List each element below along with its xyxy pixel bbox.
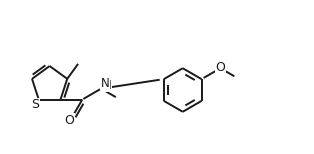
Text: O: O bbox=[64, 114, 74, 127]
Text: O: O bbox=[215, 61, 225, 74]
Text: N: N bbox=[100, 77, 109, 90]
Text: H: H bbox=[103, 79, 111, 92]
Text: S: S bbox=[31, 99, 39, 111]
